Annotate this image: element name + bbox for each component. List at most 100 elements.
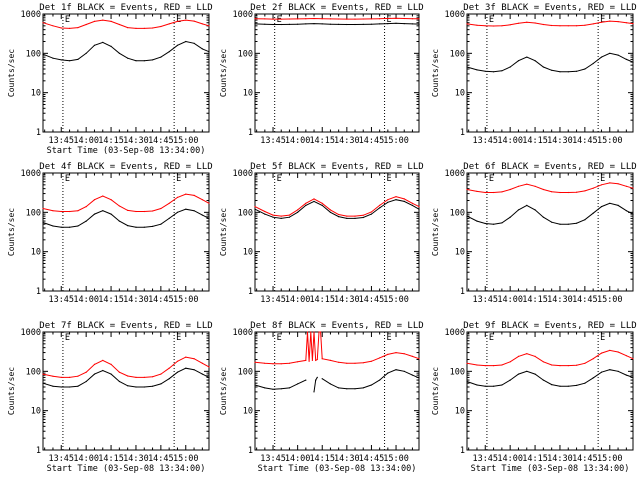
- data-point: [52, 225, 54, 227]
- data-point: [542, 361, 545, 363]
- data-point: [42, 382, 44, 384]
- data-point: [600, 206, 603, 208]
- data-point: [208, 376, 210, 378]
- data-point: [254, 206, 256, 208]
- data-point: [418, 208, 420, 210]
- data-point: [272, 216, 274, 218]
- y-tick-label: 10: [31, 89, 41, 99]
- data-point: [362, 362, 364, 364]
- x-tick-label: 15:00: [383, 136, 409, 146]
- data-point: [305, 204, 307, 206]
- data-point: [632, 213, 634, 215]
- data-point: [484, 365, 486, 367]
- data-point: [152, 385, 154, 387]
- data-point: [93, 44, 96, 46]
- data-point: [272, 214, 274, 216]
- data-point: [193, 369, 195, 371]
- lld-series: [466, 182, 634, 193]
- data-point: [93, 20, 96, 22]
- data-point: [305, 379, 307, 381]
- data-point: [476, 364, 478, 366]
- data-point: [208, 51, 210, 53]
- data-point: [143, 386, 145, 388]
- y-tick-label: 10: [31, 248, 41, 258]
- x-tick-label: 14:00: [285, 295, 311, 305]
- chart-title: Det 2f BLACK = Events, RED = LLD: [250, 3, 423, 13]
- x-tick-label: 14:45: [148, 295, 174, 305]
- y-tick-label: 10: [31, 407, 41, 417]
- data-point: [493, 365, 495, 367]
- data-point: [526, 353, 528, 355]
- x-axis-label: Start Time (03-Sep-08 13:34:00): [471, 464, 630, 474]
- data-point: [305, 202, 307, 204]
- plot-frame: [466, 172, 634, 292]
- data-point: [625, 355, 628, 357]
- data-point: [288, 362, 290, 364]
- data-point: [264, 210, 266, 213]
- data-point: [280, 363, 282, 365]
- data-point: [559, 365, 561, 367]
- event-marker-label: E: [176, 15, 181, 25]
- y-tick-label: 100: [238, 367, 253, 377]
- data-point: [193, 358, 195, 360]
- y-tick-label: 1000: [445, 10, 465, 20]
- data-point: [517, 22, 520, 24]
- data-point: [313, 200, 315, 202]
- data-point: [517, 209, 520, 211]
- plot-frame: [254, 331, 420, 451]
- data-point: [509, 216, 511, 218]
- x-tick-label: 14:45: [148, 454, 174, 464]
- x-tick-label: 15:00: [597, 454, 623, 464]
- chart-panel: Det 6f BLACK = Events, RED = LLD 1 10 100 10…: [431, 162, 637, 305]
- data-point: [264, 362, 266, 364]
- data-point: [102, 359, 104, 361]
- lld-series: [466, 349, 634, 367]
- data-point: [362, 214, 364, 216]
- y-axis-label: Counts/sec: [7, 367, 16, 415]
- data-point: [272, 388, 274, 390]
- y-tick-label: 1: [36, 446, 41, 456]
- data-point: [316, 358, 318, 361]
- data-point: [118, 205, 120, 207]
- data-point: [379, 204, 381, 206]
- data-point: [297, 23, 299, 25]
- y-tick-label: 10: [243, 407, 253, 417]
- data-point: [60, 27, 62, 29]
- data-point: [118, 220, 120, 222]
- x-axis-label: Start Time (03-Sep-08 13:34:00): [258, 464, 417, 474]
- data-point: [370, 360, 372, 362]
- data-point: [297, 209, 299, 211]
- data-point: [201, 199, 203, 201]
- data-point: [395, 22, 397, 24]
- event-marker-label: E: [489, 333, 494, 343]
- data-point: [526, 21, 528, 23]
- y-tick-label: 10: [455, 248, 465, 258]
- data-point: [567, 223, 569, 225]
- events-series: [466, 52, 634, 73]
- events-series: [254, 369, 420, 392]
- data-point: [69, 226, 71, 228]
- data-point: [526, 56, 528, 58]
- data-point: [484, 385, 486, 387]
- data-point: [93, 199, 96, 201]
- y-tick-label: 1: [248, 128, 253, 138]
- data-point: [466, 380, 468, 383]
- data-point: [42, 207, 44, 210]
- y-tick-label: 1000: [233, 328, 253, 338]
- data-point: [185, 193, 187, 195]
- x-tick-label: 13:45: [48, 454, 74, 464]
- data-point: [559, 385, 561, 387]
- data-point: [127, 57, 129, 59]
- data-point: [280, 217, 282, 219]
- data-point: [411, 374, 413, 376]
- data-point: [329, 23, 331, 25]
- x-axis-label: Start Time (03-Sep-08 13:34:00): [47, 464, 206, 474]
- data-point: [280, 215, 282, 217]
- data-point: [135, 60, 137, 62]
- data-point: [176, 20, 179, 22]
- data-point: [329, 383, 331, 385]
- x-tick-label: 14:15: [309, 136, 335, 146]
- data-point: [576, 25, 578, 27]
- data-point: [576, 191, 578, 193]
- x-tick-label: 13:45: [472, 136, 498, 146]
